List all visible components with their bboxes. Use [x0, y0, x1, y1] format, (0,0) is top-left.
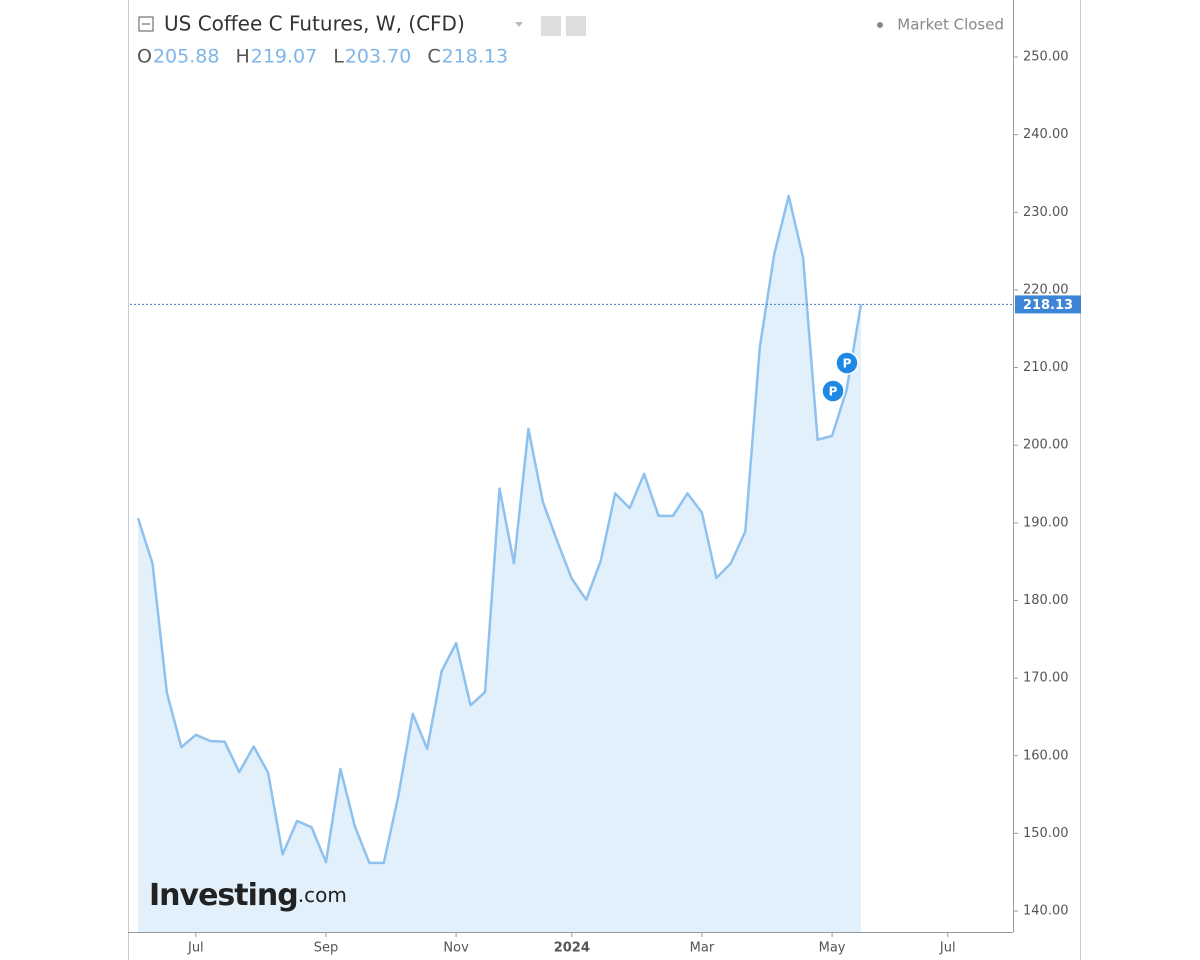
x-tick-label: Nov — [443, 941, 469, 956]
y-tick-label: 220.00 — [1023, 282, 1069, 297]
ohlc-value: 219.07 — [251, 46, 317, 68]
ohlc-row: O 205.88 H 219.07 L 203.70 C 218.13 — [137, 46, 508, 68]
watermark: Investing.com — [149, 878, 347, 913]
y-tick-label: 250.00 — [1023, 49, 1069, 64]
eye-icon[interactable] — [541, 16, 561, 36]
event-marker[interactable] — [821, 379, 845, 403]
event-label: P — [843, 357, 852, 371]
event-marker[interactable] — [835, 351, 859, 375]
ohlc-key: H — [235, 46, 249, 68]
plot — [136, 194, 863, 933]
y-tick-label: 210.00 — [1023, 360, 1069, 375]
x-tick-label: Jul — [187, 941, 204, 956]
y-tick-label: 140.00 — [1023, 904, 1069, 919]
watermark-part: .com — [298, 883, 347, 907]
ohlc-key: O — [137, 46, 152, 68]
x-tick-label: Jul — [939, 941, 956, 956]
dropdown-arrow[interactable] — [515, 22, 523, 27]
y-tick-label: 170.00 — [1023, 671, 1069, 686]
ohlc-value: 203.70 — [345, 46, 411, 68]
x-tick-label: Mar — [690, 941, 715, 956]
x-tick-label: 2024 — [554, 941, 590, 956]
last-price-label: 218.13 — [1023, 298, 1073, 313]
y-tick-label: 230.00 — [1023, 205, 1069, 220]
collapse-icon[interactable] — [138, 16, 154, 32]
y-tick-label: 240.00 — [1023, 127, 1069, 142]
x-tick-label: May — [819, 941, 846, 956]
settings-icon[interactable] — [566, 16, 586, 36]
ohlc-value: 218.13 — [442, 46, 508, 68]
ohlc-value: 205.88 — [153, 46, 219, 68]
y-tick-label: 190.00 — [1023, 515, 1069, 530]
y-tick-label: 180.00 — [1023, 593, 1069, 608]
area-fill — [138, 195, 861, 933]
x-tick-label: Sep — [314, 941, 339, 956]
event-label: P — [829, 385, 838, 399]
ohlc-key: C — [427, 46, 440, 68]
watermark-part: Investing — [149, 878, 298, 913]
last-price-tag — [1015, 295, 1081, 314]
price-line — [136, 194, 863, 865]
y-tick-label: 160.00 — [1023, 748, 1069, 763]
chart-title: US Coffee C Futures, W, (CFD) — [164, 12, 465, 36]
ohlc-key: L — [333, 46, 344, 68]
market-status: Market Closed — [897, 16, 1004, 34]
y-tick-label: 150.00 — [1023, 826, 1069, 841]
y-tick-label: 200.00 — [1023, 438, 1069, 453]
status-dot — [877, 22, 883, 28]
